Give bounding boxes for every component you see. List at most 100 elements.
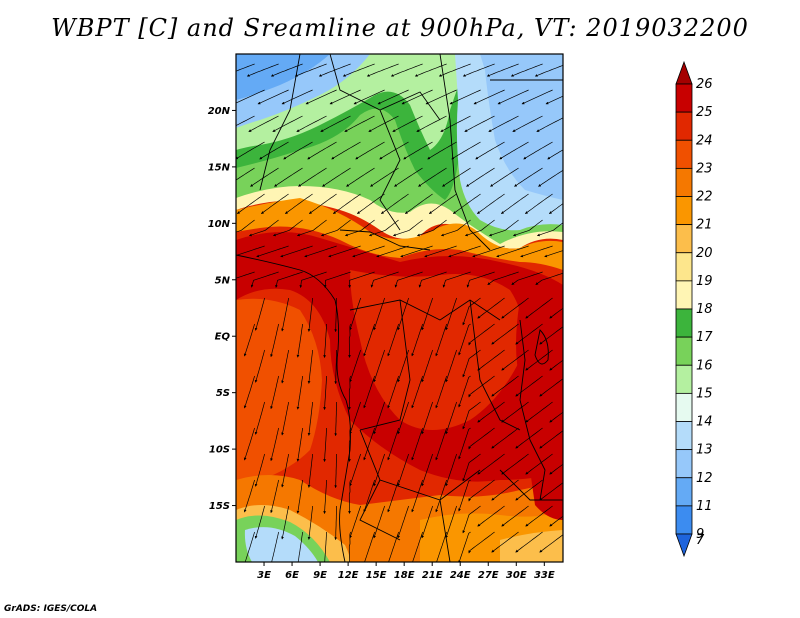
streamline xyxy=(549,411,563,423)
streamline xyxy=(549,515,563,527)
streamline xyxy=(328,245,361,258)
streamline xyxy=(373,401,385,435)
streamline xyxy=(320,219,351,237)
colorbar-label: 13 xyxy=(696,443,713,458)
streamline xyxy=(363,531,375,562)
streamline xyxy=(349,505,361,539)
lon-tick-label: 9E xyxy=(313,570,327,581)
streamline xyxy=(285,193,313,214)
streamline xyxy=(418,271,447,288)
colorbar-swatch xyxy=(675,364,693,394)
streamline xyxy=(323,427,327,462)
streamline xyxy=(501,193,529,214)
colorbar-label: 20 xyxy=(696,246,713,261)
streamline xyxy=(334,401,338,437)
streamline xyxy=(352,245,385,258)
streamline xyxy=(440,219,471,237)
lon-tick-label: 30E xyxy=(506,570,527,581)
streamline xyxy=(254,505,265,539)
streamline xyxy=(373,505,385,539)
streamline xyxy=(256,245,289,258)
streamline xyxy=(536,222,563,237)
streamline xyxy=(320,115,351,132)
streamline xyxy=(525,505,553,527)
streamline xyxy=(411,531,423,562)
streamline xyxy=(547,149,563,160)
streamline xyxy=(281,349,289,384)
streamline xyxy=(515,531,543,553)
streamline xyxy=(477,401,505,423)
streamline xyxy=(466,167,495,187)
streamline xyxy=(445,349,457,383)
lon-tick-label: 21E xyxy=(422,570,443,581)
colorbar-label: 16 xyxy=(696,358,713,373)
streamline xyxy=(348,323,351,358)
colorbar-label: 21 xyxy=(696,218,713,233)
colorbar-swatch xyxy=(675,421,693,451)
colorbar-swatch xyxy=(675,533,693,558)
colorbar-swatch xyxy=(675,336,693,366)
streamline xyxy=(307,401,313,436)
streamline xyxy=(243,427,255,461)
streamline xyxy=(348,375,351,410)
streamline xyxy=(392,219,423,237)
streamline xyxy=(515,323,543,345)
colorbar-label: 25 xyxy=(696,105,713,120)
streamline xyxy=(394,167,423,187)
streamline xyxy=(462,401,481,430)
streamline xyxy=(421,505,433,539)
streamline xyxy=(539,378,563,397)
streamline xyxy=(397,401,409,435)
lon-tick-label: 24E xyxy=(450,570,471,581)
streamline xyxy=(534,64,563,77)
streamline xyxy=(257,89,289,105)
streamline xyxy=(435,479,447,513)
streamline xyxy=(512,115,543,132)
streamline xyxy=(236,245,265,256)
streamline xyxy=(250,271,279,288)
streamline xyxy=(243,531,255,562)
streamline xyxy=(539,482,563,501)
lon-tick-label: 3E xyxy=(257,570,271,581)
streamline xyxy=(445,505,457,539)
streamline xyxy=(411,375,423,409)
streamline xyxy=(411,479,423,513)
streamline xyxy=(449,89,481,105)
streamline xyxy=(486,63,519,77)
colorbar-label: 26 xyxy=(696,77,713,92)
streamline xyxy=(424,245,457,258)
streamline xyxy=(349,453,361,487)
streamline xyxy=(296,427,303,462)
streamline xyxy=(236,89,265,105)
streamline xyxy=(477,505,505,527)
streamline xyxy=(438,63,471,77)
streamline xyxy=(323,479,327,514)
streamline xyxy=(370,271,399,288)
colorbar-label: 19 xyxy=(696,274,713,289)
streamline xyxy=(501,297,529,319)
streamline xyxy=(442,271,471,288)
streamline xyxy=(435,323,447,357)
streamline xyxy=(270,323,279,358)
streamline xyxy=(515,479,543,501)
streamline xyxy=(334,297,338,333)
streamline xyxy=(243,323,255,357)
streamline xyxy=(451,141,481,160)
plot-frame xyxy=(235,53,564,563)
streamline xyxy=(334,349,338,385)
streamline xyxy=(236,115,255,126)
streamline xyxy=(491,479,519,501)
streamline xyxy=(525,453,553,475)
streamline xyxy=(477,349,505,371)
streamline xyxy=(497,89,529,105)
streamline xyxy=(373,349,385,383)
streamline xyxy=(307,505,313,540)
streamline xyxy=(464,115,495,132)
streamline xyxy=(499,141,529,160)
lat-tick-label: 15S xyxy=(209,501,230,512)
streamline xyxy=(549,359,563,371)
streamline xyxy=(323,271,351,288)
streamline xyxy=(490,167,519,187)
streamline xyxy=(445,297,457,331)
streamline xyxy=(445,453,457,487)
